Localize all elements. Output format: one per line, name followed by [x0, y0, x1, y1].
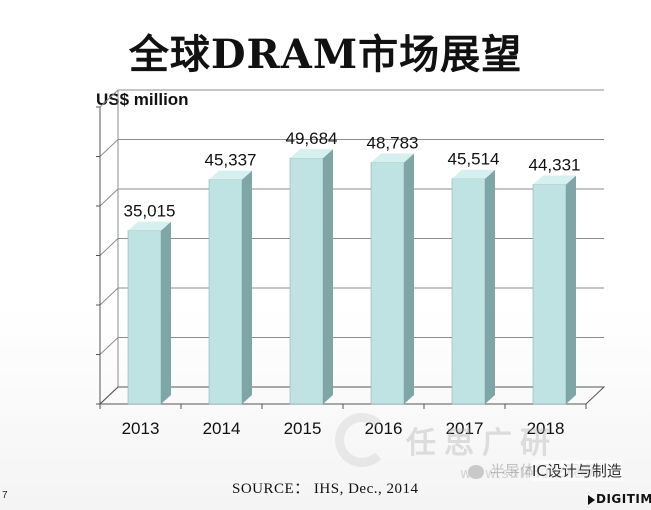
slide-title: 全球DRAM市场展望: [128, 31, 523, 78]
value-label: 35,015: [124, 202, 176, 221]
value-label: 49,684: [286, 129, 338, 148]
gridline-depth: [99, 337, 119, 355]
gridline-depth: [99, 287, 119, 306]
x-tick-label: 2013: [122, 419, 160, 438]
bar-top: [290, 149, 333, 159]
bar-top: [452, 169, 495, 179]
bar-side: [242, 170, 252, 404]
floor-plane: [98, 386, 606, 405]
bar-top: [533, 175, 576, 185]
x-tick-label: 2017: [446, 419, 484, 438]
source-note: SOURCE： IHS, Dec., 2014: [232, 481, 419, 497]
chart-value-labels: 35,015 45,337 49,684 48,783 45,514 44,331: [124, 129, 581, 221]
bar-front: [451, 178, 486, 405]
bar-side: [485, 169, 495, 404]
gridline-depth: [99, 89, 119, 108]
chart-bars: [127, 149, 576, 405]
wechat-watermark: 半导体行业观察IC设计与制造: [468, 460, 622, 481]
value-label: 44,331: [529, 156, 581, 175]
bar-2018: [532, 175, 576, 405]
chart-floor: [98, 386, 606, 409]
logo-arrow-icon: [588, 494, 595, 505]
digitimes-logo: DIGITIM: [588, 492, 651, 506]
chart-x-tick-labels: 2013 2014 2015 2016 2017 2018: [122, 419, 565, 438]
bar-side: [323, 149, 333, 404]
bar-2014: [208, 170, 252, 405]
x-tick-label: 2018: [527, 419, 565, 438]
y-axis-unit-label: US$ million: [96, 90, 189, 109]
bar-side: [566, 175, 576, 404]
bar-2017: [451, 169, 495, 405]
wechat-label-2: IC设计与制造: [532, 460, 622, 481]
bar-front: [127, 230, 162, 405]
bar-top: [209, 170, 252, 180]
gridline-depth: [99, 139, 119, 157]
bar-top: [128, 221, 171, 231]
bar-2013: [127, 221, 171, 405]
chart-gridlines: [96, 89, 604, 405]
bar-front: [208, 179, 243, 405]
gridline-depth: [99, 238, 119, 256]
bar-2015: [289, 149, 333, 405]
bar-front: [532, 184, 567, 405]
x-tick-label: 2014: [203, 419, 241, 438]
page-number: 7: [2, 490, 8, 501]
value-label: 48,783: [367, 134, 419, 153]
bar-front: [370, 162, 405, 405]
bar-2016: [370, 153, 414, 405]
bar-side: [161, 221, 171, 404]
x-tick-label: 2015: [284, 419, 322, 438]
bar-top: [371, 153, 414, 163]
value-label: 45,337: [205, 151, 257, 170]
watermark-logo-ring: [335, 413, 389, 467]
gridline-depth: [99, 188, 119, 207]
wechat-icon: [468, 464, 484, 479]
logo-text: DIGITIM: [596, 492, 651, 506]
watermark-brand: 任思广研: [406, 426, 558, 461]
bar-front: [289, 157, 324, 405]
bar-side: [404, 153, 414, 404]
value-label: 45,514: [448, 150, 500, 169]
